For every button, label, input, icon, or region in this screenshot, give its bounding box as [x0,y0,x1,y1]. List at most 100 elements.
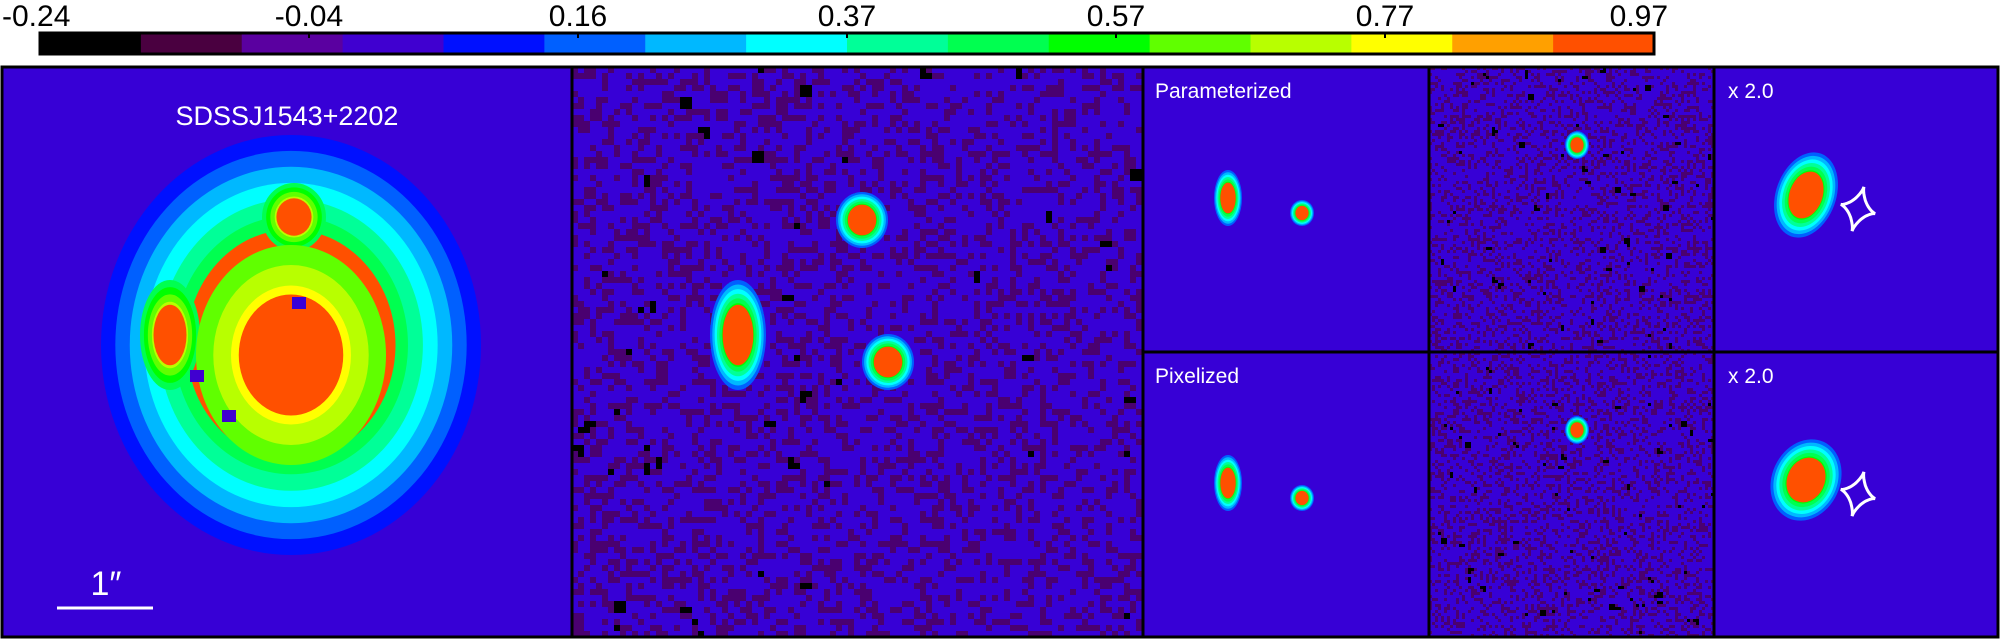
noise-pixel [926,481,932,487]
noise-pixel [1648,169,1651,172]
noise-pixel [896,259,902,265]
noise-pixel [1555,130,1558,133]
noise-pixel [1462,241,1465,244]
noise-pixel [818,133,824,139]
noise-pixel [938,379,944,385]
noise-pixel [812,265,818,271]
noise-pixel [1549,196,1552,199]
noise-pixel [1522,127,1525,130]
noise-pixel [638,169,644,175]
noise-pixel [1537,205,1540,208]
noise-pixel [740,211,746,217]
noise-pixel [1603,160,1606,163]
noise-pixel [776,289,782,295]
noise-pixel [878,499,884,505]
noise-pixel [596,421,602,427]
noise-pixel [656,469,662,475]
noise-pixel [1124,379,1130,385]
noise-pixel [866,529,872,535]
noise-pixel [824,331,830,337]
noise-pixel [1612,190,1615,193]
noise-pixel [1459,85,1462,88]
noise-pixel [776,295,782,301]
noise-pixel [1600,88,1603,91]
noise-pixel [866,481,872,487]
noise-pixel [866,313,872,319]
noise-pixel [1591,145,1594,148]
noise-pixel [638,223,644,229]
noise-pixel [770,157,776,163]
noise-pixel [1534,76,1537,79]
noise-pixel [1106,625,1112,631]
noise-pixel [1483,160,1486,163]
noise-pixel [1064,169,1070,175]
noise-pixel [1483,256,1486,259]
noise-pixel [590,379,596,385]
noise-pixel [704,361,710,367]
noise-pixel [1585,115,1588,118]
noise-pixel [1660,220,1663,223]
noise-pixel [1663,205,1669,211]
noise-pixel [1100,205,1106,211]
noise-pixel [950,199,956,205]
noise-pixel [1609,190,1612,193]
noise-pixel [836,241,842,247]
noise-pixel [1480,73,1483,76]
noise-pixel [854,403,860,409]
noise-pixel [1675,235,1678,238]
noise-pixel [782,187,788,193]
noise-pixel [782,199,788,205]
noise-pixel [1094,211,1100,217]
noise-pixel [1654,226,1657,229]
noise-pixel [788,205,794,211]
noise-pixel [1663,202,1666,205]
noise-pixel [902,91,908,97]
colorbar-bin [645,33,747,54]
noise-pixel [788,241,794,247]
noise-pixel [1555,238,1558,241]
noise-pixel [1639,232,1642,235]
noise-pixel [1705,178,1708,181]
noise-pixel [830,517,836,523]
noise-pixel [1582,121,1585,124]
noise-pixel [656,481,662,487]
noise-pixel [1070,547,1076,553]
noise-pixel [1648,229,1651,232]
noise-pixel [776,397,782,403]
noise-pixel [1606,85,1609,88]
noise-pixel [1435,145,1438,148]
noise-pixel [608,337,614,343]
noise-pixel [914,547,920,553]
noise-pixel [650,127,656,133]
noise-pixel [710,385,716,391]
noise-pixel [1696,184,1699,187]
noise-pixel [782,355,788,361]
noise-pixel [1645,154,1648,157]
noise-pixel [1136,505,1142,511]
noise-pixel [884,427,890,433]
noise-pixel [1627,163,1630,166]
noise-pixel [974,529,980,535]
noise-pixel [1663,115,1669,118]
noise-pixel [1106,133,1112,139]
noise-pixel [1660,208,1663,211]
noise-pixel [1492,166,1495,169]
noise-pixel [1609,232,1612,235]
noise-pixel [614,457,620,463]
noise-pixel [1094,151,1100,157]
noise-pixel [1082,349,1088,355]
noise-pixel [1708,148,1711,151]
noise-pixel [680,343,686,349]
noise-pixel [1561,70,1564,73]
noise-pixel [1100,241,1112,247]
noise-pixel [1010,481,1016,487]
noise-pixel [1567,262,1570,265]
noise-pixel [698,595,704,601]
noise-pixel [1666,148,1669,151]
noise-pixel [1681,127,1684,130]
noise-pixel [1651,175,1654,178]
noise-pixel [1510,232,1513,235]
noise-pixel [992,211,998,217]
noise-pixel [836,247,842,253]
noise-pixel [1570,250,1573,253]
